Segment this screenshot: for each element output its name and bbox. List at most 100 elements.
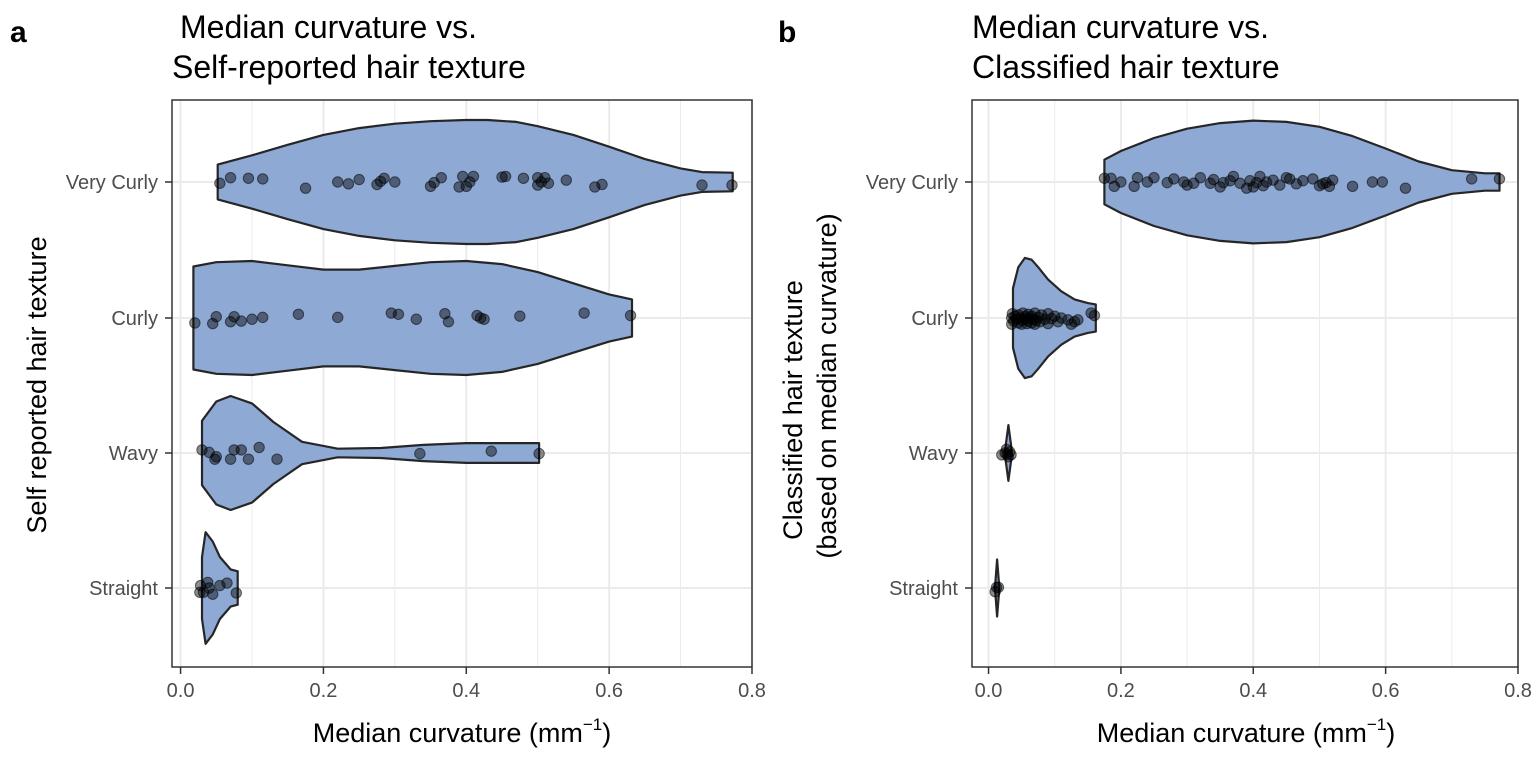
x-axis-title-main: Median curvature (mm	[1097, 718, 1367, 748]
data-point	[496, 171, 508, 183]
x-axis-title-sup: −1	[1367, 715, 1386, 734]
x-axis-title-close: )	[602, 718, 611, 748]
data-point	[389, 176, 401, 188]
data-point	[1141, 176, 1154, 188]
panel-b: b Median curvature vs. Classified hair t…	[778, 9, 1532, 748]
data-point	[517, 172, 530, 184]
data-point	[1465, 173, 1478, 185]
data-point	[1115, 176, 1127, 188]
data-point	[1244, 175, 1256, 187]
data-point	[1088, 309, 1101, 322]
data-point	[235, 444, 247, 456]
x-tick-label: 0.6	[1372, 680, 1400, 702]
data-point	[210, 311, 222, 323]
plot-area: 0.0 0.2 0.4 0.6 0.8 Straight Wavy Curly Very Cur…	[866, 99, 1532, 702]
y-axis-title: Self reported hair texture	[22, 236, 52, 533]
data-point	[560, 174, 572, 186]
violin-wavy	[200, 394, 541, 512]
data-point	[224, 171, 237, 184]
data-point	[230, 587, 242, 599]
data-point	[246, 313, 258, 325]
data-point	[214, 579, 226, 592]
data-point	[214, 177, 226, 189]
data-point	[1326, 174, 1339, 186]
data-point	[1001, 448, 1013, 460]
x-tick-label: 0.4	[1239, 680, 1267, 702]
data-point	[1323, 180, 1336, 193]
title-line1: Median curvature vs.	[180, 9, 477, 45]
x-tick-label: 0.8	[1504, 680, 1532, 702]
y-axis-title-line1: Classified hair texture	[778, 280, 808, 540]
data-point	[210, 451, 222, 463]
data-point	[1346, 180, 1359, 193]
y-tick-label: Curly	[111, 308, 158, 330]
data-point	[194, 579, 207, 592]
data-point	[242, 453, 255, 465]
data-point	[1227, 170, 1240, 183]
data-point	[353, 173, 365, 186]
x-tick-label: 0.0	[167, 680, 195, 702]
data-point	[1049, 310, 1061, 322]
x-axis-title: Median curvature (mm−1)	[313, 715, 611, 748]
x-tick-label: 0.2	[1107, 680, 1135, 702]
data-point	[257, 311, 269, 324]
data-point	[203, 582, 215, 594]
data-point	[1217, 176, 1230, 189]
data-point	[499, 170, 512, 183]
data-point	[533, 447, 545, 460]
data-point	[478, 313, 490, 325]
data-point	[392, 308, 405, 320]
data-point	[1055, 312, 1068, 324]
data-point	[1399, 182, 1412, 194]
data-point	[292, 308, 305, 320]
data-point	[1274, 179, 1286, 191]
data-point	[221, 577, 233, 589]
panel-a: a Median curvature vs. Self-reported hai…	[10, 9, 766, 748]
data-point	[1148, 171, 1160, 184]
data-point	[1168, 173, 1180, 185]
violin-very-curly	[1103, 119, 1501, 245]
data-point	[596, 178, 608, 191]
data-point	[1297, 175, 1309, 187]
data-point	[378, 172, 390, 184]
data-point	[485, 445, 497, 457]
data-point	[1161, 176, 1173, 189]
data-point	[539, 171, 551, 184]
title-line1: Median curvature vs.	[972, 9, 1269, 45]
data-point	[464, 176, 476, 188]
data-point	[589, 181, 601, 193]
data-point	[542, 177, 555, 189]
y-axis-title-line2: (based on median curvature)	[812, 213, 842, 558]
data-point	[207, 588, 219, 600]
data-point	[578, 307, 590, 319]
data-point	[197, 586, 210, 599]
y-tick-label: Wavy	[109, 443, 158, 465]
data-point	[1131, 171, 1144, 184]
data-point	[1493, 173, 1506, 185]
data-point	[1072, 314, 1084, 326]
panel-letter-a: a	[10, 16, 27, 49]
title-line2: Classified hair texture	[972, 49, 1280, 85]
x-tick-label: 0.8	[738, 680, 766, 702]
data-point	[992, 581, 1005, 594]
plot-border	[971, 99, 1519, 668]
data-point	[442, 316, 455, 328]
data-point	[410, 313, 422, 325]
data-point	[467, 170, 480, 183]
data-point	[414, 447, 426, 460]
data-point	[624, 309, 637, 322]
x-axis-title-close: )	[1386, 718, 1395, 748]
data-point	[514, 310, 526, 322]
x-tick-label: 0.6	[595, 680, 623, 702]
title-line2: Self-reported hair texture	[172, 49, 526, 85]
plot-border	[171, 99, 753, 668]
data-point	[196, 444, 208, 456]
data-point	[1376, 176, 1389, 188]
y-tick-label: Straight	[889, 578, 958, 600]
data-point	[332, 311, 344, 324]
y-tick-label: Very Curly	[66, 172, 158, 194]
violin-straight	[200, 531, 239, 645]
data-point	[253, 441, 265, 454]
data-point	[342, 178, 355, 190]
